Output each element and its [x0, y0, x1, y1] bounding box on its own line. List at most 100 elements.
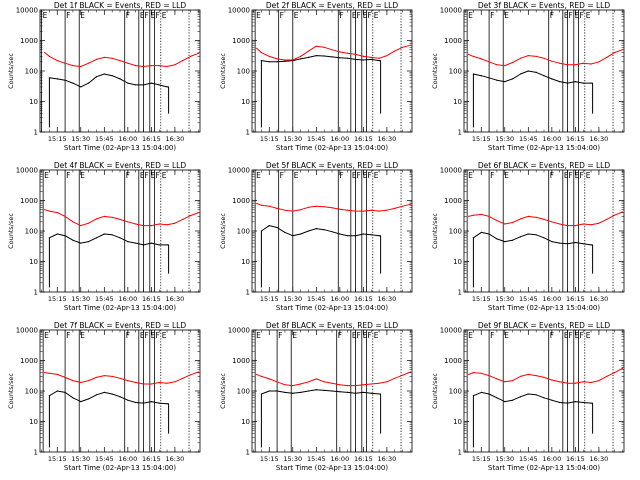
data-point-lld — [527, 215, 529, 217]
flag-label: F — [490, 331, 494, 340]
data-point-lld — [543, 376, 545, 378]
data-point-lld — [386, 209, 388, 211]
data-point-events — [56, 390, 58, 392]
x-axis-label: Start Time (02-Apr-13 15:04:00) — [488, 464, 600, 472]
flag-label: F — [126, 171, 130, 180]
data-point-lld — [190, 55, 192, 58]
data-point-lld — [331, 382, 333, 384]
y-tick-label: 10000 — [228, 327, 250, 335]
data-point-events — [362, 391, 364, 393]
x-tick-label: 16:00 — [542, 295, 561, 303]
series-line-events — [260, 225, 382, 288]
data-point-events — [88, 82, 90, 84]
data-point-lld — [127, 221, 129, 223]
data-point-events — [111, 234, 113, 236]
data-point-lld — [488, 61, 490, 63]
data-point-lld — [543, 218, 545, 220]
x-axis-label: Start Time (02-Apr-13 15:04:00) — [64, 144, 176, 152]
data-point-lld — [504, 65, 506, 67]
data-point-events — [119, 237, 121, 239]
data-point-events — [284, 231, 286, 233]
flag-label: E — [575, 331, 580, 340]
data-point-events — [315, 228, 317, 230]
flag-label: F — [368, 11, 372, 20]
flag-label: F — [569, 331, 573, 340]
flag-label: E — [468, 11, 473, 20]
flag-label: E — [140, 11, 145, 20]
data-point-events — [378, 235, 380, 237]
x-tick-label: 16:00 — [330, 455, 349, 463]
data-point-events — [323, 229, 325, 231]
data-point-lld — [582, 381, 584, 383]
y-tick-label: 1000 — [20, 197, 38, 205]
data-point-events — [88, 398, 90, 400]
data-point-lld — [339, 51, 341, 53]
data-point-lld — [260, 52, 262, 54]
data-point-lld — [64, 62, 66, 64]
flag-label: F — [490, 171, 494, 180]
data-point-events — [527, 233, 529, 235]
data-point-events — [72, 82, 74, 84]
data-point-events — [347, 235, 349, 237]
flag-label: F — [569, 171, 573, 180]
data-point-events — [347, 57, 349, 59]
data-point-events — [142, 84, 145, 86]
detector-panel-4: Det 4f BLACK = Events, RED = LLD 1 10 100 10… — [7, 161, 201, 312]
x-tick-label: 16:30 — [590, 455, 609, 463]
x-tick-label: 16:30 — [166, 295, 185, 303]
x-tick-label: 16:15 — [142, 295, 161, 303]
x-tick-label: 15:45 — [519, 135, 538, 143]
data-point-lld — [190, 374, 192, 376]
data-point-lld — [527, 55, 529, 57]
y-tick-label: 10 — [241, 258, 250, 266]
data-point-events — [488, 77, 490, 79]
y-tick-label: 1000 — [444, 197, 462, 205]
y-tick-label: 1 — [246, 289, 250, 297]
data-point-events — [150, 82, 152, 84]
plot-data-area — [466, 10, 624, 132]
data-point-events — [127, 241, 129, 243]
data-point-lld — [44, 372, 46, 374]
data-point-lld — [256, 47, 258, 50]
data-point-lld — [566, 225, 569, 227]
data-point-events — [504, 241, 506, 243]
y-tick-label: 1000 — [444, 357, 462, 365]
data-point-events — [103, 391, 105, 393]
y-tick-label: 100 — [449, 388, 462, 396]
data-point-lld — [127, 62, 129, 64]
series-line-events — [48, 390, 170, 448]
data-point-events — [150, 242, 152, 244]
flag-label: E — [162, 171, 167, 180]
flag-label: E — [352, 11, 357, 20]
flag-label: F — [357, 331, 361, 340]
series-line-events — [472, 391, 594, 448]
data-point-lld — [621, 211, 624, 213]
data-point-events — [260, 230, 262, 232]
data-point-lld — [135, 381, 137, 384]
data-point-events — [95, 394, 98, 396]
data-point-events — [543, 237, 545, 239]
data-point-lld — [323, 46, 325, 48]
data-point-lld — [300, 383, 302, 385]
data-point-lld — [182, 218, 184, 220]
data-point-events — [347, 391, 349, 393]
data-point-lld — [566, 382, 569, 384]
flag-label: F — [126, 11, 130, 20]
flag-label: E — [140, 331, 145, 340]
y-tick-label: 1000 — [232, 37, 250, 45]
data-point-events — [315, 55, 317, 57]
x-tick-label: 15:30 — [71, 455, 90, 463]
data-point-events — [260, 393, 262, 395]
data-point-lld — [300, 209, 302, 211]
data-point-events — [339, 391, 341, 393]
data-point-events — [276, 390, 278, 392]
data-point-lld — [268, 378, 270, 380]
x-tick-label: 15:45 — [95, 455, 114, 463]
panel-title: Det 8f BLACK = Events, RED = LLD — [266, 321, 399, 330]
data-point-lld — [111, 216, 113, 218]
series-line-events — [472, 231, 594, 288]
plot-frame — [251, 9, 413, 133]
flag-label: F — [339, 171, 343, 180]
data-point-lld — [103, 375, 105, 377]
data-point-events — [480, 231, 482, 233]
